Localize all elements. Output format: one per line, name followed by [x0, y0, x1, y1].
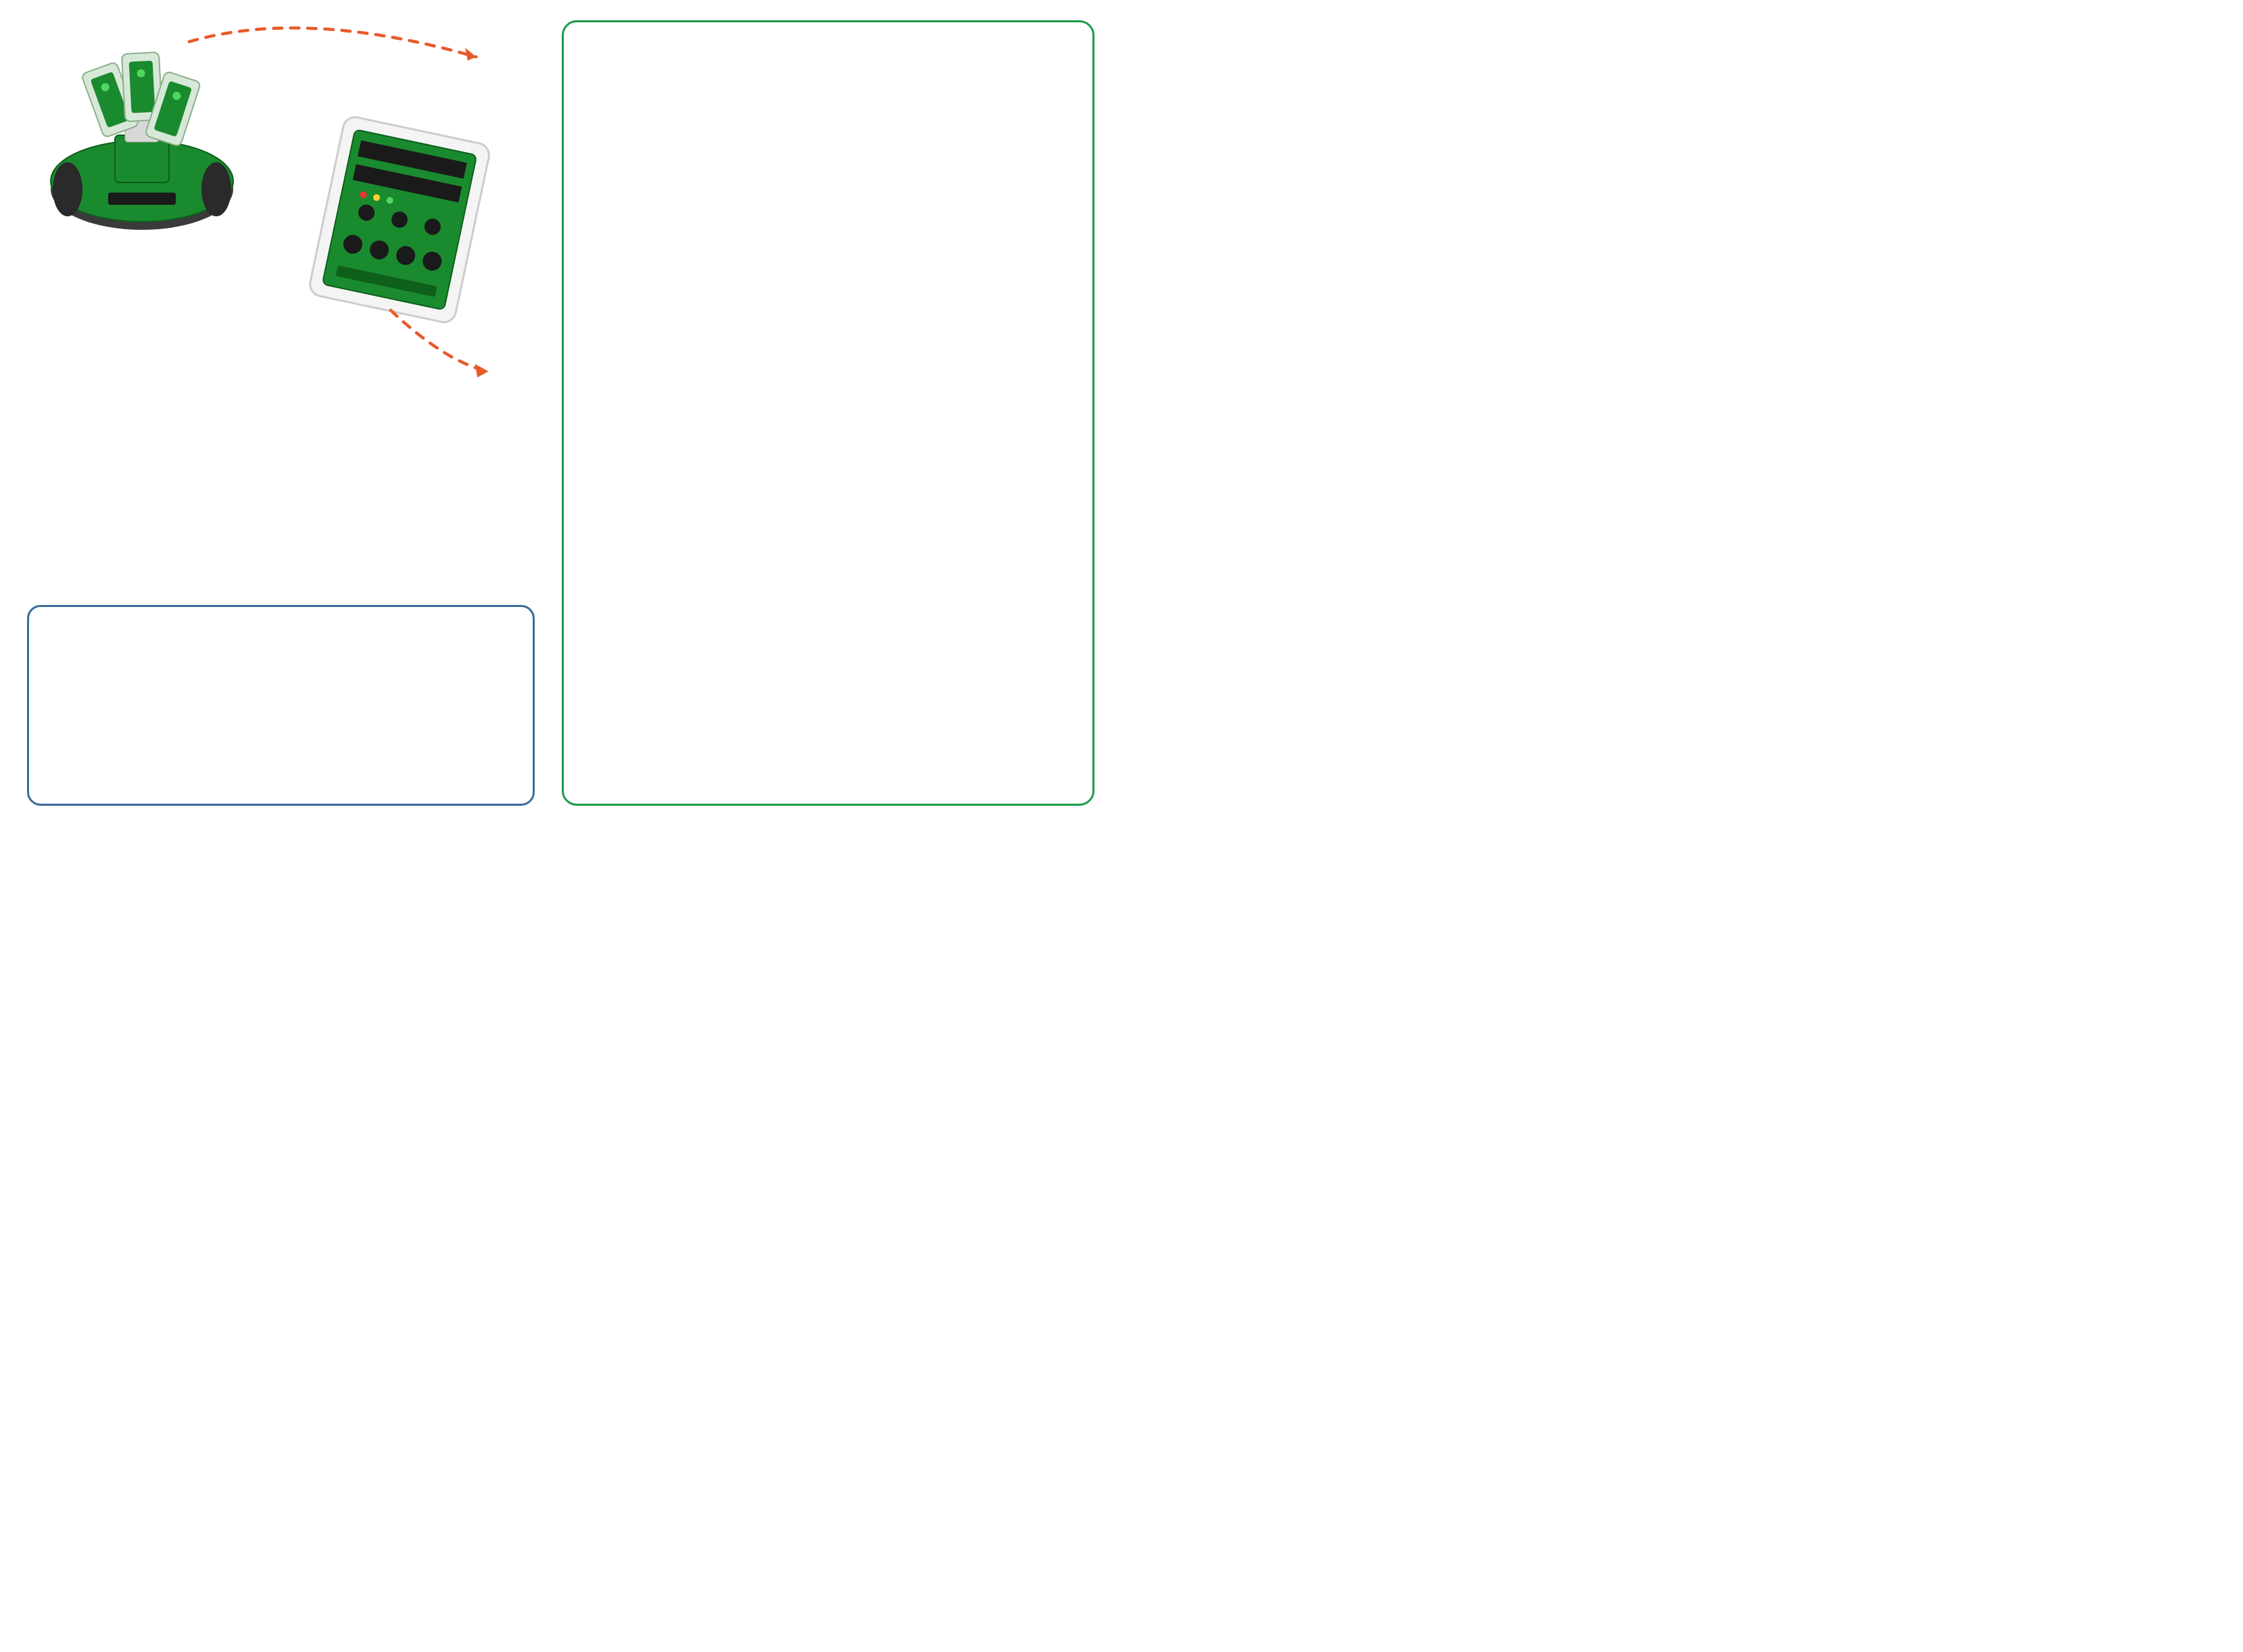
manufacturer-block [51, 627, 511, 702]
left-column [27, 20, 535, 806]
lab-label [314, 51, 518, 93]
lab-label-line1 [415, 59, 417, 83]
manufacturer-text [51, 627, 511, 702]
robot-platform-image [34, 34, 250, 250]
platform-label [27, 270, 284, 299]
lab-board-image [305, 108, 494, 331]
developer-text [51, 715, 511, 771]
page [27, 20, 1094, 806]
components-box [562, 20, 1094, 806]
developer-block [51, 715, 511, 771]
info-box [27, 605, 535, 806]
right-column [562, 20, 1094, 806]
product-images-area [27, 20, 535, 399]
